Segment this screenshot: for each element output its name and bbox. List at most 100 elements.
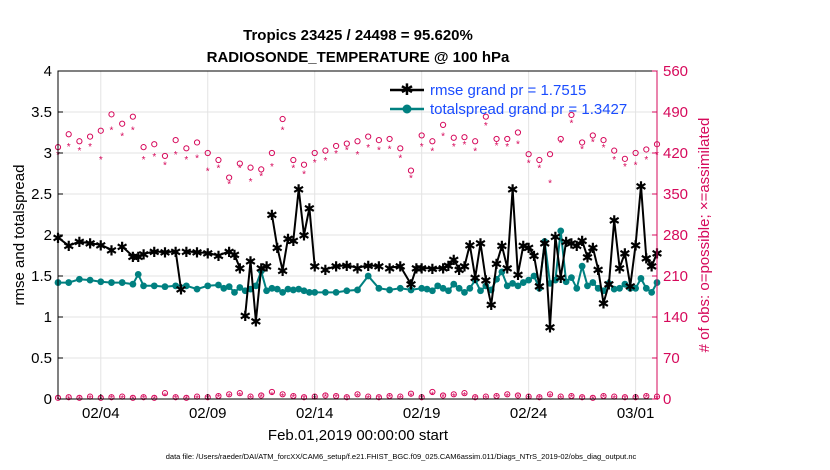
rmse-point-43: ✱: [405, 277, 417, 293]
obs-possible-point-6: [119, 120, 126, 127]
rmse-point-22: ✱: [245, 254, 257, 270]
obs-possible-low-point-35: [429, 388, 436, 396]
rmse-point-44: ✱: [410, 260, 422, 276]
rmse-point-77: ✱: [598, 296, 610, 312]
obs-possible-point-18: [247, 164, 254, 171]
obs-assimilated-low-point-36: *: [441, 393, 445, 404]
obs-possible-point-7: [129, 113, 136, 120]
obs-assimilated-point-53: *: [623, 162, 627, 173]
rmse-point-78: ✱: [603, 277, 615, 293]
obs-possible-point-22: [290, 156, 297, 164]
rmse-point-54: ✱: [475, 236, 487, 252]
totalspread-point-44: [418, 284, 426, 292]
obs-possible-point-55: [643, 146, 650, 153]
totalspread-point-81: [616, 284, 623, 292]
obs-assimilated-low-point-50: *: [591, 394, 595, 405]
obs-assimilated-point-32: *: [398, 154, 402, 165]
rmse-point-2: ✱: [74, 234, 86, 250]
rmse-point-67: ✱: [544, 319, 556, 335]
obs-assimilated-point-16: *: [227, 179, 231, 190]
obs-assimilated-point-55: *: [644, 155, 648, 166]
rmse-point-58: ✱: [496, 238, 508, 254]
rmse-point-56: ✱: [485, 297, 497, 313]
obs-possible-point-46: [546, 151, 554, 158]
right-tick-label-7: 490: [663, 104, 688, 121]
rmse-point-57: ✱: [491, 256, 503, 272]
obs-possible-low-point-43: [514, 392, 522, 399]
obs-assimilated-point-40: *: [484, 121, 488, 132]
obs-assimilated-low-point-25: *: [323, 393, 327, 404]
totalspread-point-65: [530, 272, 538, 280]
obs-assimilated-point-35: *: [430, 147, 434, 158]
obs-possible-low-point-2: [76, 394, 83, 401]
obs-assimilated-point-3: *: [88, 142, 92, 153]
obs-assimilated-low-point-35: *: [430, 390, 434, 401]
totalspread-point-77: [594, 284, 602, 292]
rmse-point-55: ✱: [480, 273, 492, 289]
obs-assimilated-point-47: *: [559, 138, 563, 149]
obs-possible-point-40: [482, 113, 489, 120]
totalspread-point-67: [541, 238, 549, 245]
obs-possible-point-41: [493, 135, 500, 143]
obs-possible-point-10: [161, 152, 169, 160]
data-file-footnote: data file: /Users/raeder/DAI/ATM_forcXX/…: [166, 452, 637, 461]
obs-possible-point-19: [258, 166, 265, 173]
totalspread-point-33: [305, 289, 313, 296]
obs-possible-point-25: [322, 147, 329, 154]
obs-possible-point-30: [375, 137, 382, 144]
obs-possible-point-44: [525, 151, 532, 158]
obs-possible-point-23: [300, 161, 308, 168]
totalspread-point-12: [172, 282, 180, 290]
obs-assimilated-point-50: *: [591, 137, 595, 148]
rmse-point-69: ✱: [555, 270, 567, 286]
obs-possible-point-17: [236, 160, 243, 167]
rmse-point-34: ✱: [309, 259, 321, 275]
obs-assimilated-point-52: *: [612, 155, 616, 166]
obs-possible-point-29: [365, 133, 372, 140]
chart-subtitle: RADIOSONDE_TEMPERATURE @ 100 hPa: [207, 49, 510, 66]
obs-possible-point-50: [589, 132, 596, 139]
obs-possible-low-point-33: [407, 390, 415, 397]
legend-rmse-label: rmse grand pr = 1.7515: [430, 82, 586, 99]
totalspread-point-80: [610, 285, 618, 293]
totalspread-point-25: [263, 287, 270, 295]
rmse-point-15: ✱: [191, 245, 203, 261]
obs-assimilated-point-18: *: [249, 177, 253, 188]
obs-assimilated-point-49: *: [580, 144, 584, 155]
obs-assimilated-low-point-20: *: [270, 390, 274, 401]
totalspread-point-1: [65, 279, 73, 286]
totalspread-point-11: [161, 283, 169, 291]
rmse-point-39: ✱: [362, 258, 374, 274]
totalspread-point-42: [396, 284, 404, 292]
obs-possible-low-point-37: [450, 391, 457, 398]
totalspread-point-4: [97, 278, 105, 286]
totalspread-point-23: [252, 282, 260, 290]
rmse-point-47: ✱: [437, 260, 449, 276]
totalspread-point-15: [204, 282, 212, 290]
obs-assimilated-point-43: *: [516, 140, 520, 151]
rmse-point-14: ✱: [180, 244, 192, 260]
obs-assimilated-point-11: *: [174, 150, 178, 161]
obs-possible-point-35: [429, 138, 436, 145]
totalspread-point-28: [279, 289, 287, 296]
obs-assimilated-point-22: *: [291, 164, 295, 175]
totalspread-point-10: [150, 282, 158, 290]
rmse-point-75: ✱: [587, 240, 599, 256]
obs-possible-low-point-12: [183, 394, 190, 401]
obs-possible-point-49: [579, 139, 586, 146]
obs-possible-point-12: [183, 145, 190, 152]
rmse-point-76: ✱: [592, 262, 604, 278]
obs-assimilated-point-27: *: [345, 145, 349, 156]
totalspread-point-39: [364, 272, 372, 280]
x-tick-label-0: 02/04: [82, 405, 120, 422]
rmse-point-80: ✱: [614, 260, 626, 276]
rmse-point-62: ✱: [517, 238, 529, 254]
legend: ✱ rmse grand pr = 1.7515 totalspread gra…: [390, 82, 627, 118]
obs-assimilated-low-point-19: *: [259, 393, 263, 404]
rmse-point-70: ✱: [560, 234, 572, 250]
obs-assimilated-low-point-2: *: [77, 394, 81, 405]
y-axis-label-right: # of obs: o=possible; ×=assimilated: [696, 118, 713, 353]
rmse-point-82: ✱: [624, 278, 636, 294]
obs-assimilated-point-36: *: [441, 131, 445, 142]
obs-assimilated-point-2: *: [77, 146, 81, 157]
